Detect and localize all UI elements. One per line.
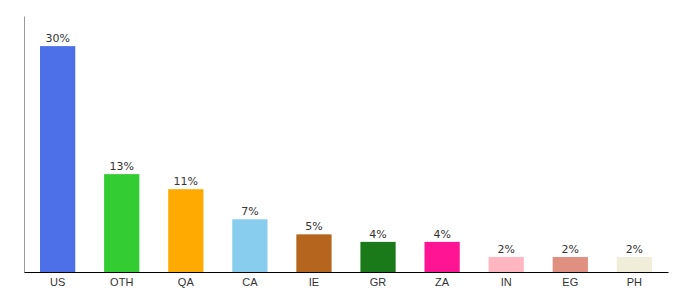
data-labels: 30% 13% 11% 7% 5% 4% 4% 2% 2% 2%: [45, 32, 643, 256]
x-axis-line: [25, 272, 669, 273]
x-tick-label: CA: [242, 276, 258, 288]
bar: [489, 257, 524, 272]
x-tick: ZA: [435, 276, 450, 288]
x-tick-label: ZA: [435, 276, 450, 288]
x-tick: IN: [501, 276, 512, 288]
bar: [553, 257, 588, 272]
bar: [168, 189, 203, 272]
chart-container: US OTH QA CA IE GR ZA IN EG PH 30% 13% 11% 7% 5% 4% 4% 2%…: [0, 0, 680, 300]
data-label: 4%: [433, 228, 450, 241]
chart: US OTH QA CA IE GR ZA IN EG PH 30% 13% 11% 7% 5% 4% 4% 2%…: [0, 0, 680, 300]
data-label: 4%: [369, 228, 386, 241]
y-axis: [24, 17, 25, 273]
bar: [232, 219, 267, 272]
x-tick-label: QA: [178, 276, 195, 288]
data-label: 13%: [109, 160, 133, 173]
x-tick-label: OTH: [110, 276, 133, 288]
x-tick: CA: [242, 276, 258, 288]
data-label: 30%: [45, 32, 69, 45]
y-axis-line: [24, 17, 25, 273]
bar: [40, 46, 75, 272]
data-label: 11%: [174, 175, 198, 188]
bar: [104, 174, 139, 272]
x-tick-label: IE: [309, 276, 319, 288]
bar: [296, 234, 331, 272]
data-label: 5%: [305, 220, 322, 233]
bars: [40, 46, 652, 272]
data-label: 7%: [241, 205, 258, 218]
data-label: 2%: [626, 243, 643, 256]
x-tick: GR: [370, 276, 387, 288]
x-tick: EG: [562, 276, 578, 288]
plot-area: US OTH QA CA IE GR ZA IN EG PH 30% 13% 11% 7% 5% 4% 4% 2%…: [25, 17, 669, 288]
data-label: 2%: [497, 243, 514, 256]
data-label: 2%: [562, 243, 579, 256]
bar: [360, 242, 395, 272]
x-tick-label: EG: [562, 276, 578, 288]
x-tick: OTH: [110, 276, 133, 288]
bar: [617, 257, 652, 272]
x-axis: US OTH QA CA IE GR ZA IN EG PH: [25, 273, 669, 288]
x-tick-label: GR: [370, 276, 387, 288]
x-tick: IE: [309, 276, 319, 288]
x-tick: PH: [627, 276, 642, 288]
bar: [424, 242, 459, 272]
x-tick: US: [50, 276, 65, 288]
x-tick-label: IN: [501, 276, 512, 288]
x-tick-label: US: [50, 276, 65, 288]
x-tick-label: PH: [627, 276, 642, 288]
x-tick: QA: [178, 276, 195, 288]
